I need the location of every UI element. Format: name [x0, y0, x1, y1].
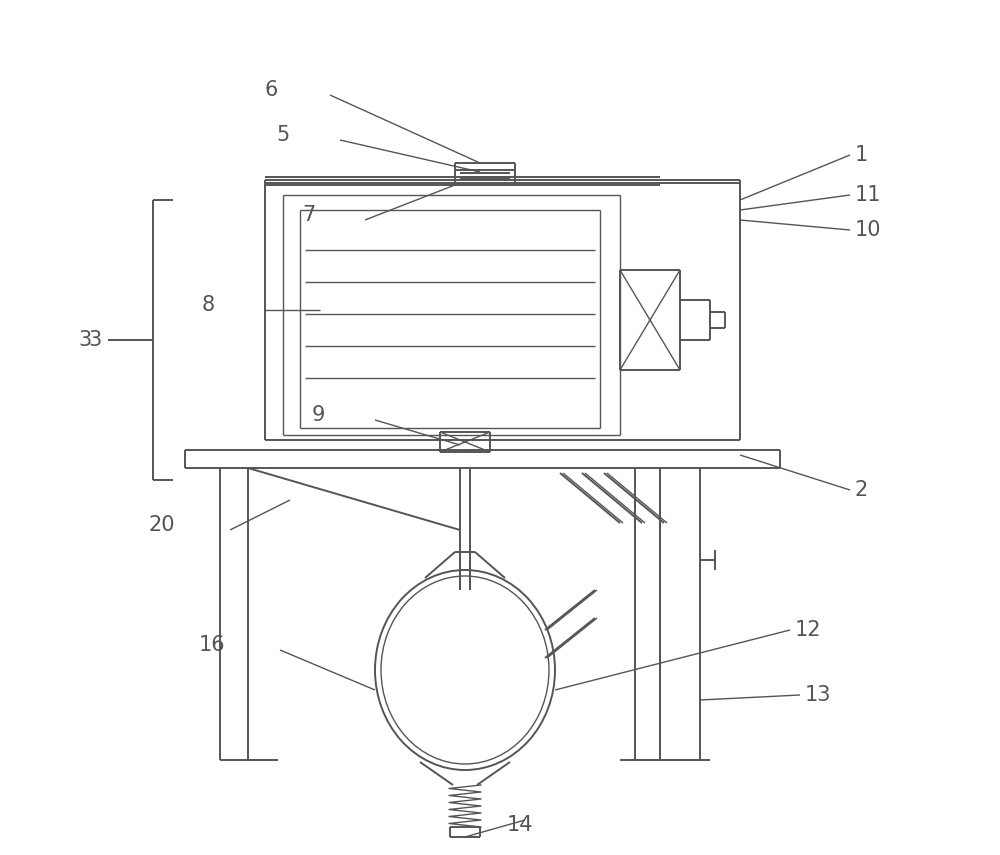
Text: 7: 7 [302, 205, 315, 225]
Text: 11: 11 [855, 185, 882, 205]
Text: 3: 3 [78, 330, 92, 350]
Text: 6: 6 [265, 80, 278, 100]
Text: 20: 20 [148, 515, 175, 535]
Text: 9: 9 [312, 405, 325, 425]
Text: 8: 8 [202, 295, 215, 315]
Text: 3: 3 [88, 330, 102, 350]
Text: 12: 12 [795, 620, 822, 640]
Text: 5: 5 [277, 125, 290, 145]
Text: 13: 13 [805, 685, 832, 705]
Text: 1: 1 [855, 145, 868, 165]
Text: 2: 2 [855, 480, 868, 500]
Text: 10: 10 [855, 220, 882, 240]
Text: 16: 16 [198, 635, 225, 655]
Text: 14: 14 [507, 815, 533, 835]
